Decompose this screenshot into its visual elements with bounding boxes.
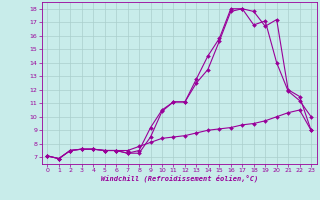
- X-axis label: Windchill (Refroidissement éolien,°C): Windchill (Refroidissement éolien,°C): [100, 175, 258, 182]
